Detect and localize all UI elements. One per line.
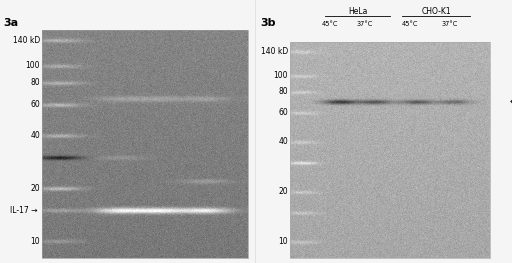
- Text: 37°C: 37°C: [442, 21, 458, 27]
- Text: 45°C: 45°C: [322, 21, 338, 27]
- Text: 20: 20: [30, 184, 40, 193]
- Text: ← HSP70: ← HSP70: [510, 97, 512, 106]
- Text: 60: 60: [30, 100, 40, 109]
- Text: CHO-K1: CHO-K1: [421, 8, 451, 17]
- Text: 20: 20: [279, 188, 288, 196]
- Text: 80: 80: [279, 88, 288, 97]
- Text: 10: 10: [279, 237, 288, 246]
- Text: 3b: 3b: [260, 18, 275, 28]
- Text: 40: 40: [30, 131, 40, 140]
- Text: 100: 100: [273, 71, 288, 80]
- Text: 140 kD: 140 kD: [261, 47, 288, 56]
- Text: 40: 40: [278, 138, 288, 146]
- Text: 60: 60: [278, 108, 288, 117]
- Text: 10: 10: [30, 236, 40, 246]
- Text: 37°C: 37°C: [357, 21, 373, 27]
- Bar: [42, 30, 248, 258]
- Text: 100: 100: [26, 61, 40, 70]
- Text: 45°C: 45°C: [402, 21, 418, 27]
- Text: 3a: 3a: [3, 18, 18, 28]
- Text: IL-17 →: IL-17 →: [11, 206, 38, 215]
- Text: 80: 80: [30, 78, 40, 87]
- Text: HeLa: HeLa: [348, 8, 367, 17]
- Text: 140 kD: 140 kD: [13, 36, 40, 45]
- Bar: [290, 42, 490, 258]
